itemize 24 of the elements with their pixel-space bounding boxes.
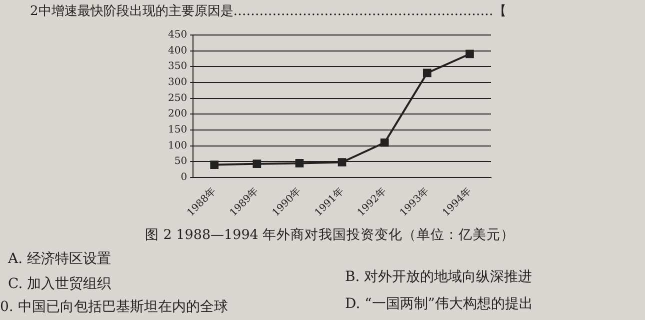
text: 图 2 1988—1994 年外商对我国投资变化（单位：亿美元） — [145, 226, 515, 244]
y-tick-label: 450 — [168, 30, 188, 41]
text: A. 经济特区设置 — [8, 250, 112, 268]
point — [466, 50, 474, 58]
y-tick-label: 300 — [168, 77, 188, 88]
y-tick-label: 150 — [168, 124, 188, 136]
text: 0. 中国已向包括巴基斯坦在内的全球 — [0, 298, 228, 316]
y-tick-label: 400 — [168, 45, 188, 56]
point — [380, 138, 389, 147]
y-tick-label: 100 — [168, 140, 188, 152]
point — [338, 158, 346, 166]
text: B. 对外开放的地域向纵深推进 — [345, 268, 532, 286]
text: D. “一国两制”伟大构想的提出 — [345, 295, 533, 313]
point — [252, 160, 262, 168]
y-tick-label: 200 — [168, 108, 188, 120]
text: 2中增速最快阶段出现的主要原因是……………………………………………………【 — [30, 3, 506, 20]
point — [422, 68, 432, 78]
y-tick-label: 50 — [174, 156, 188, 168]
y-tick-label: 250 — [168, 92, 188, 104]
y-tick-label: 350 — [168, 61, 188, 72]
point — [210, 160, 219, 169]
text: C. 加入世贸组织 — [8, 275, 112, 293]
point — [295, 159, 304, 168]
y-tick-label: 0 — [180, 172, 188, 184]
